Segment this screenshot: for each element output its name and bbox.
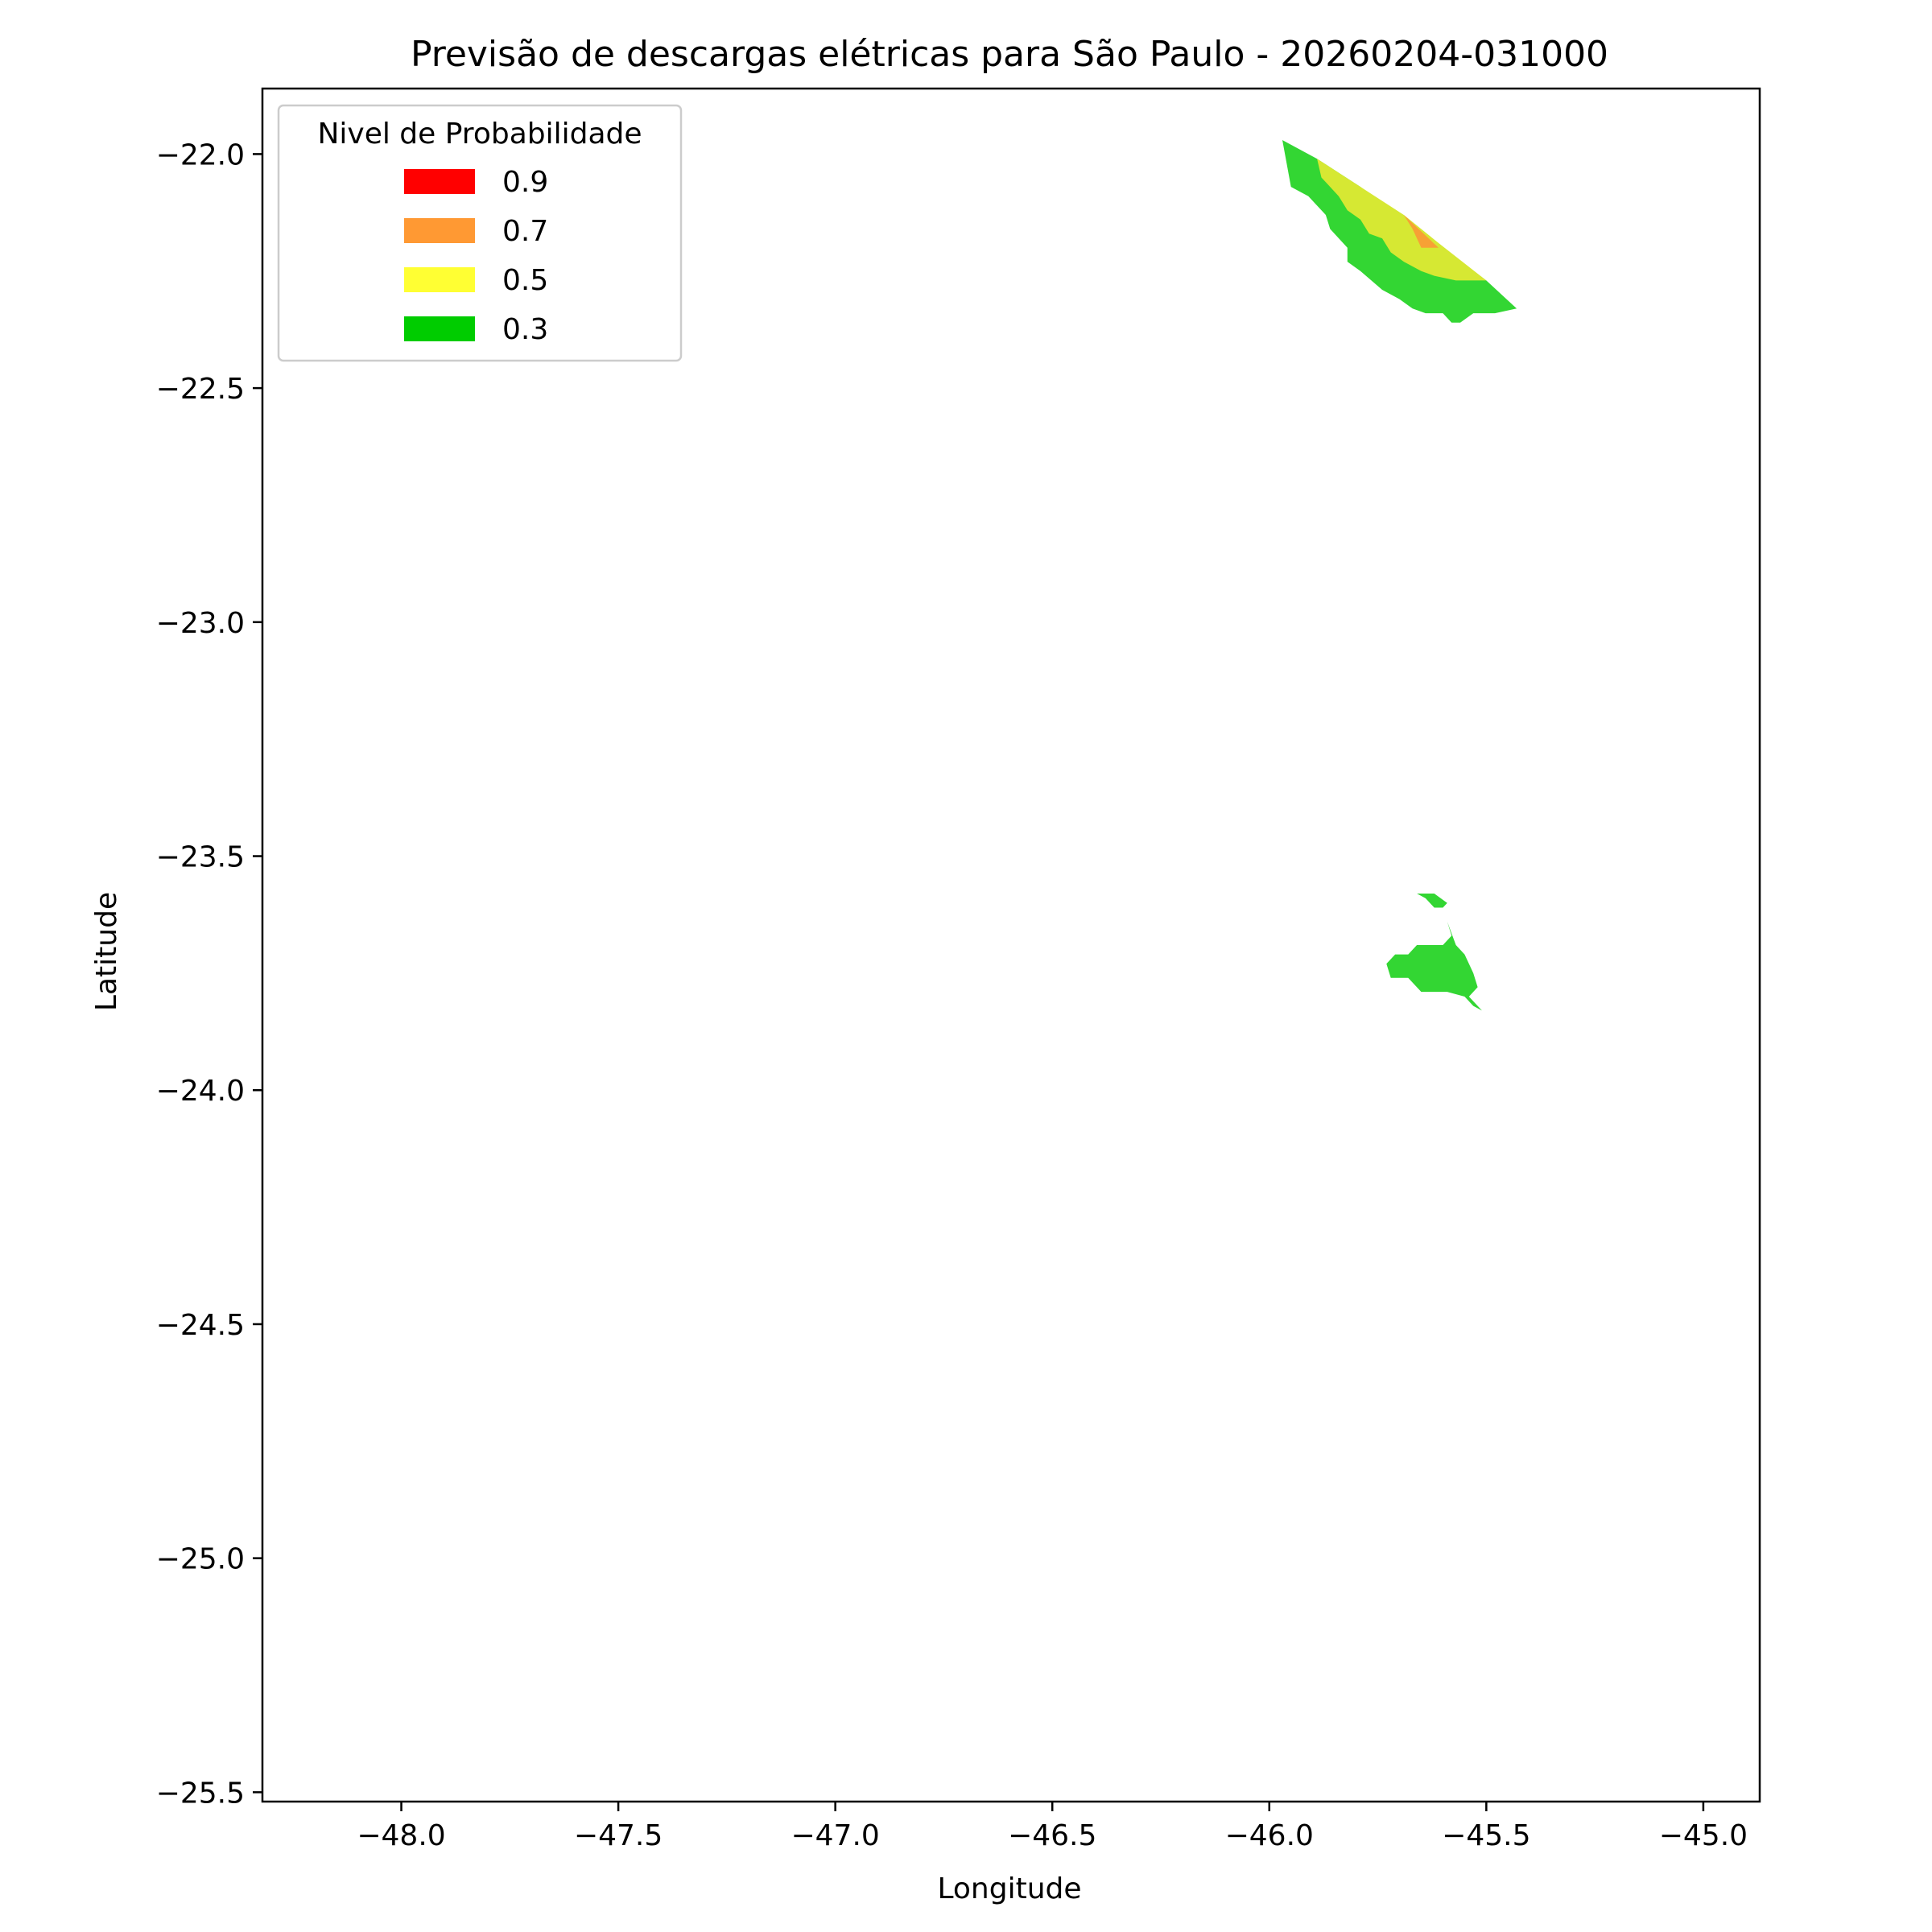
y-tick-label: −25.5 xyxy=(156,1777,245,1810)
x-tick-label: −48.0 xyxy=(357,1819,445,1852)
x-tick-label: −45.0 xyxy=(1659,1819,1748,1852)
legend-label: 0.5 xyxy=(502,264,548,297)
legend-swatch xyxy=(404,267,475,292)
x-tick-label: −47.0 xyxy=(791,1819,879,1852)
contour-region-north-cell-0.5 xyxy=(1317,159,1487,281)
contour-region-south-cell-small-0.3 xyxy=(1417,894,1447,908)
legend-label: 0.3 xyxy=(502,313,548,346)
x-axis-label: Longitude xyxy=(937,1872,1081,1905)
legend-entries: 0.9 0.7 0.5 0.3 xyxy=(404,166,548,346)
plot-frame xyxy=(261,87,1761,1803)
contour-region-south-cell-large-0.3 xyxy=(1386,921,1482,1011)
legend-box xyxy=(277,104,683,362)
legend-swatch xyxy=(404,169,475,194)
legend-swatch xyxy=(404,218,475,243)
contour-regions xyxy=(1282,140,1517,1011)
y-tick-label: −23.5 xyxy=(156,841,245,874)
legend: Nivel de Probabilidade 0.9 0.7 0.5 0.3 xyxy=(277,104,683,362)
legend-label: 0.7 xyxy=(502,215,548,248)
y-tick-label: −23.0 xyxy=(156,607,245,640)
x-axis-ticks: −48.0 −47.5 −47.0 −46.5 −46.0 −45.5 −45.0 xyxy=(357,1802,1748,1852)
y-tick-label: −22.5 xyxy=(156,373,245,406)
x-tick-label: −45.5 xyxy=(1442,1819,1530,1852)
x-tick-label: −47.5 xyxy=(574,1819,663,1852)
y-tick-label: −25.0 xyxy=(156,1543,245,1576)
legend-swatch xyxy=(404,316,475,341)
y-axis-ticks: −22.0 −22.5 −23.0 −23.5 −24.0 −24.5 −25.0 −25.5 xyxy=(156,138,262,1810)
legend-label: 0.9 xyxy=(502,166,548,199)
x-tick-label: −46.0 xyxy=(1225,1819,1314,1852)
x-tick-label: −46.5 xyxy=(1008,1819,1096,1852)
chart-title: Previsão de descargas elétricas para São… xyxy=(411,34,1608,75)
y-tick-label: −24.0 xyxy=(156,1075,245,1108)
contour-region-north-cell-0.7 xyxy=(1403,215,1439,248)
y-tick-label: −24.5 xyxy=(156,1309,245,1342)
y-tick-label: −22.0 xyxy=(156,138,245,171)
y-axis-label: Latitude xyxy=(90,892,123,1011)
legend-title: Nivel de Probabilidade xyxy=(317,118,642,151)
